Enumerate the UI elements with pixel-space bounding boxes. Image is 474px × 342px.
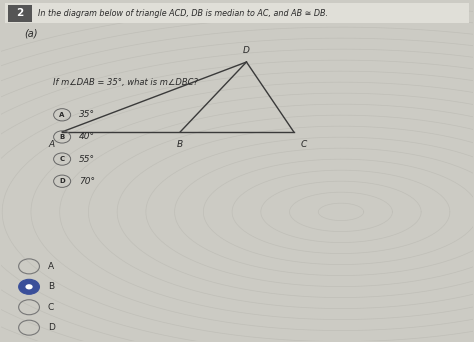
Text: 55°: 55° bbox=[79, 155, 95, 163]
Text: C: C bbox=[48, 303, 54, 312]
Text: 70°: 70° bbox=[79, 177, 95, 186]
Text: D: D bbox=[243, 45, 250, 54]
Circle shape bbox=[26, 284, 33, 289]
Text: D: D bbox=[48, 323, 55, 332]
FancyBboxPatch shape bbox=[5, 3, 469, 23]
Text: D: D bbox=[59, 178, 65, 184]
Text: B: B bbox=[177, 140, 183, 149]
Text: In the diagram below of triangle ACD, DB is median to AC, and AB ≅ DB.: In the diagram below of triangle ACD, DB… bbox=[37, 9, 328, 18]
Text: 40°: 40° bbox=[79, 132, 95, 142]
Text: C: C bbox=[60, 156, 64, 162]
Text: 2: 2 bbox=[17, 8, 24, 18]
Text: C: C bbox=[301, 140, 307, 149]
Text: A: A bbox=[48, 262, 54, 271]
Text: B: B bbox=[48, 282, 54, 291]
Circle shape bbox=[18, 279, 39, 294]
Text: (a): (a) bbox=[24, 28, 38, 38]
Text: A: A bbox=[59, 112, 65, 118]
Text: B: B bbox=[60, 134, 65, 140]
Text: 35°: 35° bbox=[79, 110, 95, 119]
Text: A: A bbox=[49, 140, 55, 149]
FancyBboxPatch shape bbox=[8, 5, 32, 22]
Text: If m∠DAB = 35°, what is m∠DBC?: If m∠DAB = 35°, what is m∠DBC? bbox=[53, 78, 198, 87]
